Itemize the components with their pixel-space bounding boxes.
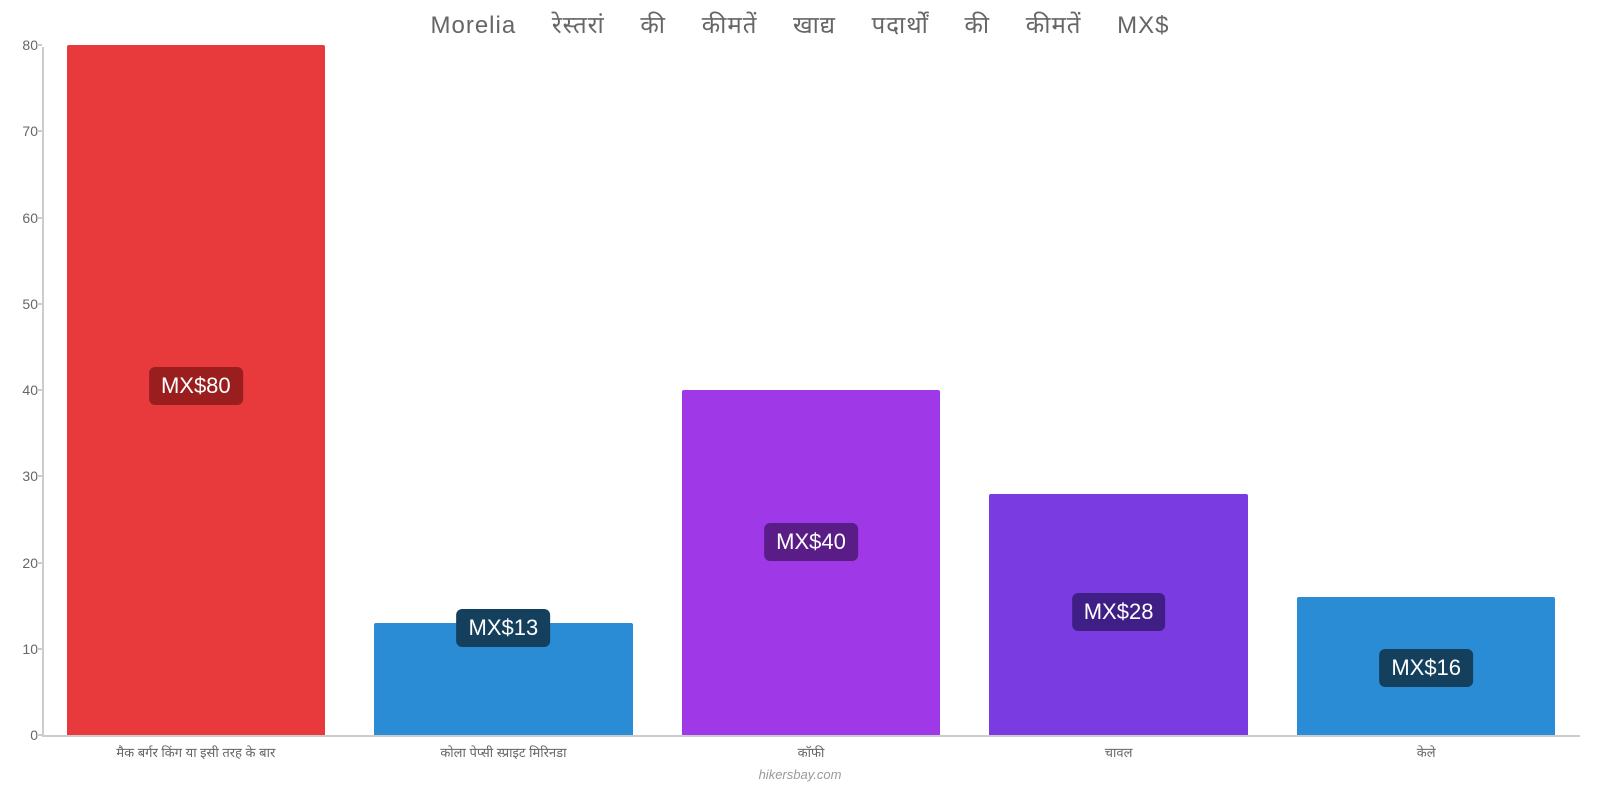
bar-slot: MX$28 [965, 47, 1273, 735]
bar-slot: MX$13 [350, 47, 658, 735]
bar-value-label: MX$40 [764, 523, 858, 561]
bar: MX$28 [989, 494, 1247, 736]
x-tick-label: मैक बर्गर किंग या इसी तरह के बार [42, 743, 350, 761]
x-tick-label: कॉफी [657, 743, 965, 761]
y-tick-label: 10 [10, 641, 38, 657]
plot-area: 01020304050607080 MX$80MX$13MX$40MX$28MX… [42, 47, 1580, 737]
y-tick-label: 70 [10, 123, 38, 139]
x-tick-label: केले [1272, 743, 1580, 761]
y-tick-mark [37, 44, 42, 46]
bar-value-label: MX$28 [1072, 593, 1166, 631]
bar-value-label: MX$13 [457, 609, 551, 647]
x-tick-label: चावल [965, 743, 1273, 761]
y-tick-label: 30 [10, 468, 38, 484]
y-tick-label: 40 [10, 382, 38, 398]
y-tick-label: 0 [10, 727, 38, 743]
bar-value-label: MX$16 [1379, 649, 1473, 687]
bar-slot: MX$40 [657, 47, 965, 735]
chart-title: Morelia रेस्तरां की कीमतें खाद्य पदार्थो… [10, 8, 1590, 41]
source-label: hikersbay.com [10, 767, 1590, 782]
bar-slot: MX$16 [1272, 47, 1580, 735]
price-bar-chart: Morelia रेस्तरां की कीमतें खाद्य पदार्थो… [0, 0, 1600, 800]
bar: MX$80 [67, 45, 325, 735]
bar: MX$16 [1297, 597, 1555, 735]
y-tick-label: 80 [10, 37, 38, 53]
y-tick-label: 20 [10, 555, 38, 571]
bars-container: MX$80 MX$13 MX$40 MX$28 MX$16 [42, 47, 1580, 735]
y-tick-label: 50 [10, 296, 38, 312]
y-tick-label: 60 [10, 210, 38, 226]
bar: MX$13 [374, 623, 632, 735]
bar-slot: MX$80 [42, 47, 350, 735]
bar: MX$40 [682, 390, 940, 735]
x-tick-label: कोला पेप्सी स्प्राइट मिरिनडा [350, 743, 658, 761]
x-axis-labels: मैक बर्गर किंग या इसी तरह के बारकोला पेप… [42, 743, 1580, 761]
bar-value-label: MX$80 [149, 367, 243, 405]
